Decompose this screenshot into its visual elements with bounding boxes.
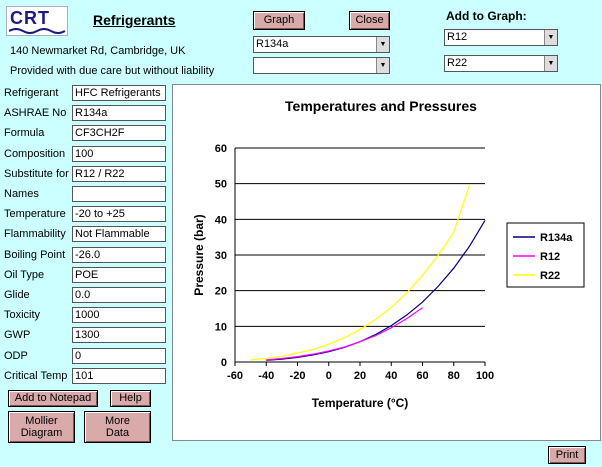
field-label: ASHRAE No [4, 107, 67, 120]
field-label: Composition [4, 147, 66, 160]
field-value[interactable]: 0.0 [72, 287, 166, 303]
field-label: Temperature [4, 208, 66, 221]
field-label: GWP [4, 329, 31, 342]
field-value[interactable]: HFC Refrigerants [72, 85, 166, 101]
field-value[interactable]: R134a [72, 105, 166, 122]
chevron-down-icon[interactable]: ▼ [376, 58, 389, 73]
x-tick-label: 40 [385, 370, 397, 382]
y-tick-label: 10 [215, 321, 227, 333]
secondary-select[interactable]: ▼ [253, 57, 390, 74]
chart-panel: Temperatures and Pressures 0 10 20 30 40 50 60 -… [172, 84, 601, 441]
y-tick-label: 20 [215, 286, 227, 298]
x-axis-label: Temperature (°C) [312, 396, 409, 410]
help-button[interactable]: Help [110, 390, 151, 407]
field-label: Glide [4, 289, 30, 301]
print-button[interactable]: Print [548, 446, 586, 464]
x-tick-label: 20 [354, 370, 366, 382]
field-value[interactable]: POE [72, 266, 166, 283]
add-graph-select-1[interactable]: R12 ▼ [444, 29, 558, 46]
field-label: Formula [4, 127, 45, 140]
chevron-down-icon[interactable]: ▼ [376, 37, 389, 52]
x-tick-label: 0 [326, 370, 332, 382]
field-value[interactable]: R12 / R22 [72, 165, 166, 182]
field-value[interactable]: CF3CH2F [72, 125, 166, 142]
field-value[interactable]: 1000 [72, 307, 166, 324]
field-value[interactable]: 101 [72, 367, 166, 384]
chevron-down-icon[interactable]: ▼ [544, 56, 557, 71]
refrigerant-select[interactable]: R134a ▼ [253, 36, 390, 53]
crt-logo: CRT [6, 6, 68, 36]
field-label: ODP [4, 349, 28, 362]
field-value[interactable]: -20 to +25 [72, 206, 166, 223]
wave-icon [9, 28, 66, 34]
field-label: Oil Type [4, 268, 45, 281]
add-graph-select-2-value: R22 [447, 57, 468, 69]
x-tick-label: -60 [227, 370, 243, 382]
field-label: Refrigerant [4, 87, 59, 99]
liability-text: Provided with due care but without liabi… [10, 65, 215, 77]
x-tick-label: 60 [416, 370, 428, 382]
graph-button[interactable]: Graph [253, 11, 305, 30]
y-tick-label: 30 [215, 250, 227, 262]
x-tick-label: -20 [290, 370, 306, 382]
logo-text: CRT [10, 8, 50, 28]
field-value[interactable]: 100 [72, 145, 166, 162]
address-text: 140 Newmarket Rd, Cambridge, UK [10, 45, 186, 57]
field-label: Substitute for [4, 167, 69, 180]
legend-label: R22 [540, 270, 560, 282]
field-value[interactable]: 0 [72, 347, 166, 364]
y-tick-label: 50 [215, 179, 227, 191]
field-value[interactable]: Not Flammable [72, 226, 166, 243]
field-label: Toxicity [4, 309, 41, 322]
add-graph-select-1-value: R12 [447, 31, 468, 43]
series-line-r22 [250, 185, 470, 361]
legend-label: R134a [540, 232, 573, 244]
y-tick-label: 60 [215, 143, 227, 155]
series-line-r12 [266, 307, 423, 361]
y-axis-label: Pressure (bar) [192, 214, 206, 295]
field-value[interactable]: 1300 [72, 327, 166, 344]
field-value[interactable]: -26.0 [72, 246, 166, 263]
field-value[interactable] [72, 186, 166, 202]
refrigerant-select-value: R134a [256, 38, 289, 50]
chart-title: Temperatures and Pressures [285, 98, 477, 114]
mollier-diagram-button[interactable]: Mollier Diagram [8, 411, 75, 443]
field-label: Boiling Point [4, 248, 66, 261]
add-to-notepad-button[interactable]: Add to Notepad [8, 390, 98, 407]
more-data-button[interactable]: More Data [84, 411, 151, 443]
add-to-graph-label: Add to Graph: [446, 9, 527, 23]
close-button[interactable]: Close [349, 11, 390, 30]
series-line-r134a [266, 220, 486, 361]
pressure-chart: Temperatures and Pressures 0 10 20 30 40 50 60 -… [192, 98, 585, 410]
field-label: Names [4, 188, 39, 200]
field-label: Flammability [4, 228, 66, 241]
x-tick-label: 80 [448, 370, 460, 382]
y-tick-label: 0 [221, 357, 227, 369]
x-tick-label: -40 [258, 370, 274, 382]
legend-box [506, 222, 585, 288]
field-label: Critical Temp [4, 369, 68, 382]
chevron-down-icon[interactable]: ▼ [544, 30, 557, 45]
add-graph-select-2[interactable]: R22 ▼ [444, 55, 558, 72]
app-title: Refrigerants [93, 12, 176, 28]
y-tick-label: 40 [215, 214, 227, 226]
x-tick-label: 100 [476, 370, 494, 382]
legend-label: R12 [540, 251, 560, 263]
